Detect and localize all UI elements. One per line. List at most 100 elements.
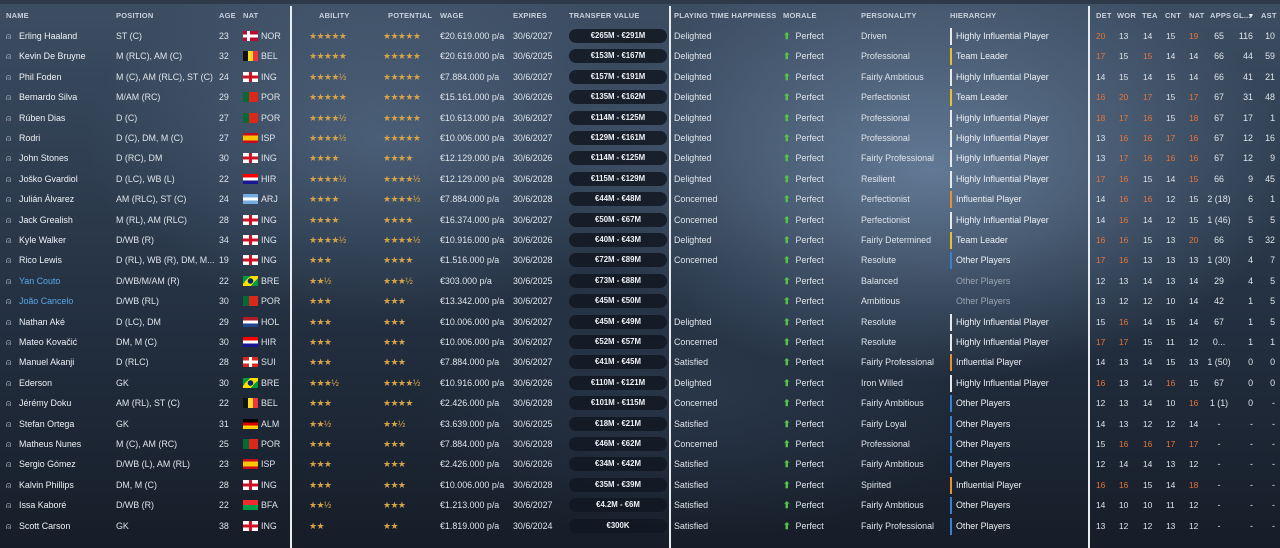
player-name[interactable]: Yan Couto [19,275,61,286]
player-name[interactable]: Issa Kaboré [19,500,67,511]
table-row[interactable]: ⍝ Scott Carson GK 38 ING ★★ ★★ €1.819.000 p/a 30… [0,516,1280,536]
col-age-header[interactable]: AGE [219,11,236,20]
position-value: M (C), AM (RC) [116,439,178,449]
age-value: 24 [219,194,229,205]
player-name[interactable]: Mateo Kovačić [19,337,78,347]
col-playing-time-header[interactable]: PLAYING TIME HAPPINESS [674,11,777,20]
table-row[interactable]: ⍝ Rico Lewis D (RL), WB (R), DM, M... 19 ING… [0,250,1280,270]
col-personality-header[interactable]: PERSONALITY [861,11,917,20]
col-ability-header[interactable]: ABILITY [319,11,350,20]
player-name[interactable]: Manuel Akanji [19,357,75,368]
col-hierarchy-header[interactable]: HIERARCHY [950,11,997,20]
player-status-icon: ⍝ [6,398,12,409]
hierarchy-color-bar [950,28,952,45]
table-row[interactable]: ⍝ Phil Foden M (C), AM (RLC), ST (C) 24 ING ★… [0,67,1280,87]
col-wor-header[interactable]: WOR [1117,11,1136,20]
hierarchy-value: Influential Player [956,357,1022,368]
col-det-header[interactable]: DET [1096,11,1112,20]
table-row[interactable]: ⍝ Sergio Gómez D/WB (L), AM (RL) 23 ISP ★★★ ★★… [0,454,1280,474]
table-row[interactable]: ⍝ Ederson GK 30 BRE ★★★½ ★★★★½ €10.916.000 p/a 3… [0,373,1280,393]
table-row[interactable]: ⍝ Rúben Dias D (C) 27 POR ★★★★½ ★★★★★ €10.613.0… [0,108,1280,128]
hierarchy-color-bar [950,354,952,372]
col-tea-header[interactable]: TEA [1142,11,1158,20]
player-name[interactable]: Julián Álvarez [19,194,75,205]
table-row[interactable]: ⍝ Kyle Walker D/WB (R) 34 ING ★★★★½ ★★★★½ €10.9… [0,230,1280,250]
col-position-header[interactable]: POSITION [116,11,154,20]
personality-value: Perfectionist [861,194,910,205]
table-row[interactable]: ⍝ John Stones D (RC), DM 30 ING ★★★★ ★★★★ €12.1… [0,148,1280,168]
player-name[interactable]: Ederson [19,377,53,388]
contract-expiry: 30/6/2025 [513,275,553,286]
col-goals-header[interactable]: GL... [1233,11,1251,20]
player-name[interactable]: Joško Gvardiol [19,173,78,184]
personality-value: Fairly Determined [861,235,932,245]
col-morale-header[interactable]: MORALE [783,11,817,20]
table-row[interactable]: ⍝ Kalvin Phillips DM, M (C) 28 ING ★★★ ★★★ €10.… [0,475,1280,495]
player-name[interactable]: Sergio Gómez [19,459,76,470]
player-name[interactable]: John Stones [19,153,69,164]
player-name[interactable]: Rico Lewis [19,255,62,266]
col-cnt-header[interactable]: CNT [1165,11,1182,20]
table-row[interactable]: ⍝ Manuel Akanji D (RLC) 28 SUI ★★★ ★★★ €7.884.0… [0,352,1280,372]
player-name[interactable]: Kalvin Phillips [19,479,74,490]
table-row[interactable]: ⍝ Kevin De Bruyne M (RLC), AM (C) 32 BEL ★★★★… [0,46,1280,66]
player-name[interactable]: Rúben Dias [19,112,66,123]
column-divider [1088,6,1090,548]
col-apps-header[interactable]: APPS [1210,11,1232,20]
player-name[interactable]: Rodri [19,133,41,143]
table-row[interactable]: ⍝ Jack Grealish M (RL), AM (RLC) 28 ING ★★★★ ★… [0,210,1280,230]
table-row[interactable]: ⍝ Yan Couto D/WB/M/AM (R) 22 BRE ★★½ ★★★½ €303.… [0,271,1280,291]
player-name[interactable]: Kyle Walker [19,235,67,245]
table-row[interactable]: ⍝ Joško Gvardiol D (LC), WB (L) 22 HIR ★★★★½ ★… [0,169,1280,189]
concentration-attr: 13 [1166,235,1176,245]
concentration-attr: 15 [1166,31,1176,41]
morale-value: ⬆ Perfect [783,500,824,511]
morale-value: ⬆ Perfect [783,51,824,62]
nation-flag-icon [243,459,258,470]
table-row[interactable]: ⍝ João Cancelo D/WB (RL) 30 POR ★★★ ★★★ €13.342… [0,291,1280,311]
table-row[interactable]: ⍝ Nathan Aké D (LC), DM 29 HOL ★★★ ★★★ €10.006.… [0,312,1280,332]
goals-value: 31 [1243,92,1253,103]
player-name[interactable]: Phil Foden [19,71,62,82]
player-name[interactable]: Jack Grealish [19,214,73,225]
determination-attr: 13 [1096,153,1106,164]
player-name[interactable]: Jérémy Doku [19,398,72,409]
player-status-icon: ⍝ [6,377,12,388]
table-row[interactable]: ⍝ Julián Álvarez AM (RLC), ST (C) 24 ARJ ★★★★… [0,189,1280,209]
contract-expiry: 30/6/2027 [513,112,553,123]
player-name[interactable]: João Cancelo [19,296,74,307]
assists-value: 10 [1265,31,1275,41]
morale-up-arrow-icon: ⬆ [783,316,791,327]
player-name[interactable]: Bernardo Silva [19,92,78,103]
table-row[interactable]: ⍝ Rodri D (C), DM, M (C) 27 ISP ★★★★½ ★★★★★ €10… [0,128,1280,148]
col-assists-header[interactable]: AST [1261,11,1277,20]
col-expires-header[interactable]: EXPIRES [513,11,547,20]
table-row[interactable]: ⍝ Erling Haaland ST (C) 23 NOR ★★★★★ ★★★★★ €20.… [0,26,1280,46]
sort-desc-icon[interactable]: ▾ [1249,11,1253,20]
table-row[interactable]: ⍝ Mateo Kovačić DM, M (C) 30 HIR ★★★ ★★★ €10.00… [0,332,1280,352]
col-potential-header[interactable]: POTENTIAL [388,11,433,20]
hierarchy-value: Highly Influential Player [956,112,1049,123]
table-row[interactable]: ⍝ Issa Kaboré D/WB (R) 22 BFA ★★½ ★★★ €1.213.00… [0,495,1280,515]
personality-value: Professional [861,112,910,123]
player-name[interactable]: Scott Carson [19,520,71,531]
ability-stars: ★★★ [309,357,332,368]
player-name[interactable]: Matheus Nunes [19,439,82,449]
table-row[interactable]: ⍝ Bernardo Silva M/AM (RC) 29 POR ★★★★★ ★★★★★ €… [0,87,1280,107]
col-nat-header[interactable]: NAT [243,11,259,20]
col-wage-header[interactable]: WAGE [440,11,464,20]
transfer-value-badge: €129M - €161M [569,131,667,145]
col-transfer-value-header[interactable]: TRANSFER VALUE [569,11,640,20]
table-row[interactable]: ⍝ Jérémy Doku AM (RL), ST (C) 22 BEL ★★★ ★★★★ €… [0,393,1280,413]
col-name-header[interactable]: NAME [6,11,29,20]
player-name[interactable]: Stefan Ortega [19,418,75,429]
personality-value: Fairly Ambitious [861,500,924,511]
player-name[interactable]: Kevin De Bruyne [19,51,86,62]
table-row[interactable]: ⍝ Matheus Nunes M (C), AM (RC) 25 POR ★★★ ★★★ €… [0,434,1280,454]
goals-value: - [1250,520,1253,531]
player-name[interactable]: Nathan Aké [19,316,65,327]
table-row[interactable]: ⍝ Stefan Ortega GK 31 ALM ★★½ ★★½ €3.639.000 p/… [0,414,1280,434]
concentration-attr: 10 [1166,398,1176,409]
col-nat-attr-header[interactable]: NAT [1189,11,1205,20]
player-name[interactable]: Erling Haaland [19,31,78,41]
